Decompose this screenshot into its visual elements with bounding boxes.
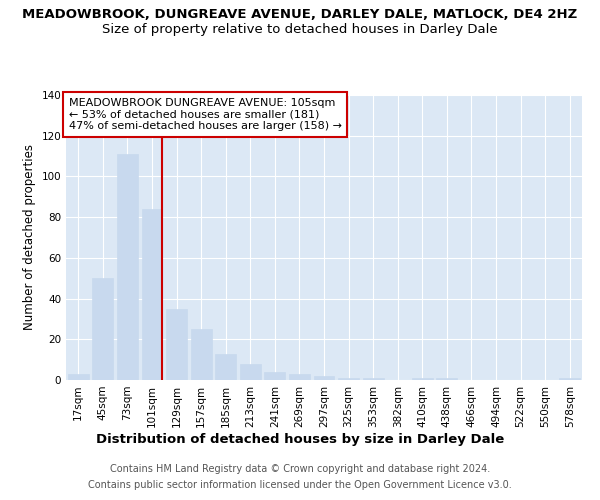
Bar bbox=[559, 378, 580, 380]
Text: MEADOWBROOK DUNGREAVE AVENUE: 105sqm
← 53% of detached houses are smaller (181)
: MEADOWBROOK DUNGREAVE AVENUE: 105sqm ← 5… bbox=[68, 98, 341, 131]
Bar bbox=[215, 354, 236, 380]
Bar bbox=[166, 308, 187, 380]
Bar bbox=[314, 376, 334, 380]
Y-axis label: Number of detached properties: Number of detached properties bbox=[23, 144, 36, 330]
Text: MEADOWBROOK, DUNGREAVE AVENUE, DARLEY DALE, MATLOCK, DE4 2HZ: MEADOWBROOK, DUNGREAVE AVENUE, DARLEY DA… bbox=[22, 8, 578, 20]
Bar bbox=[436, 378, 457, 380]
Bar bbox=[240, 364, 261, 380]
Bar bbox=[265, 372, 286, 380]
Text: Distribution of detached houses by size in Darley Dale: Distribution of detached houses by size … bbox=[96, 432, 504, 446]
Bar bbox=[92, 278, 113, 380]
Bar bbox=[338, 378, 359, 380]
Text: Contains public sector information licensed under the Open Government Licence v3: Contains public sector information licen… bbox=[88, 480, 512, 490]
Bar bbox=[191, 329, 212, 380]
Bar bbox=[362, 378, 383, 380]
Bar bbox=[142, 209, 163, 380]
Bar bbox=[68, 374, 89, 380]
Bar bbox=[117, 154, 138, 380]
Bar bbox=[289, 374, 310, 380]
Text: Size of property relative to detached houses in Darley Dale: Size of property relative to detached ho… bbox=[102, 22, 498, 36]
Bar bbox=[412, 378, 433, 380]
Text: Contains HM Land Registry data © Crown copyright and database right 2024.: Contains HM Land Registry data © Crown c… bbox=[110, 464, 490, 474]
